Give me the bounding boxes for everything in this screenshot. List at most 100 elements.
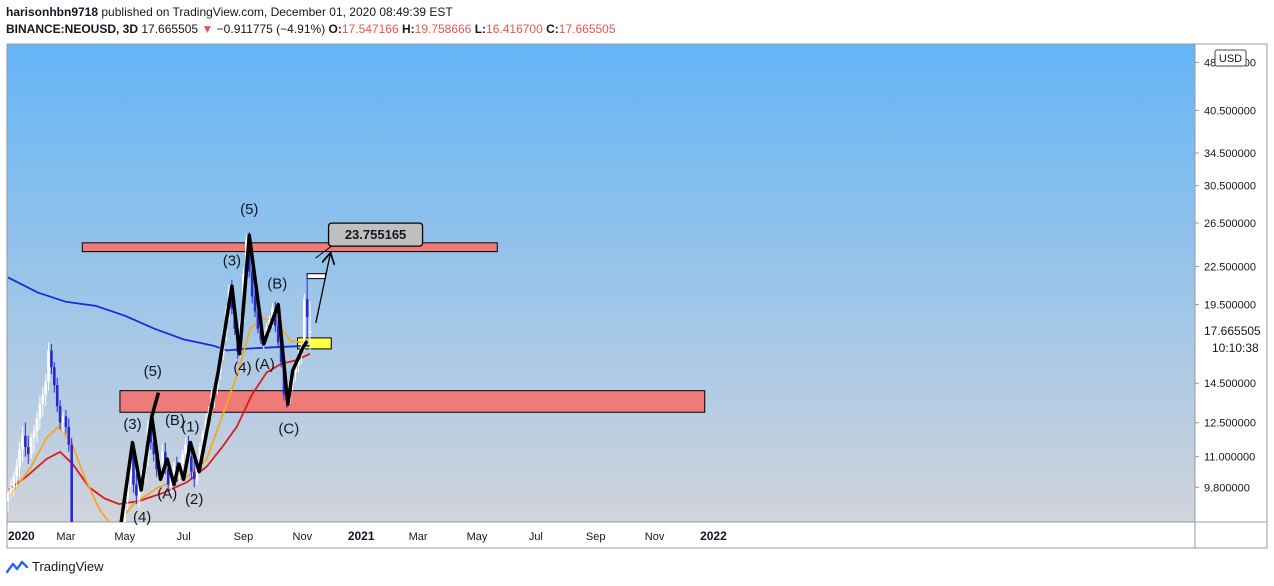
open-label: O: <box>328 22 342 36</box>
candle-body <box>70 444 73 522</box>
price-tick-label: 40.500000 <box>1204 105 1256 117</box>
candle-body <box>123 498 127 522</box>
candle-body <box>32 431 36 438</box>
candle-body <box>35 418 39 432</box>
ma-line-red <box>7 352 311 506</box>
candle-body <box>26 447 30 455</box>
candle-body <box>24 435 27 448</box>
brand-name: TradingView <box>32 559 104 574</box>
time-tick-label: Jul <box>177 531 191 543</box>
low-label: L: <box>474 22 487 36</box>
candle-body <box>15 466 18 477</box>
wave-label: (5) <box>144 363 162 380</box>
candle-body <box>61 416 65 423</box>
projection-arrow <box>315 254 330 323</box>
wave-label: (A) <box>157 485 177 502</box>
price-axis-background <box>1195 44 1267 522</box>
price-tick-label: 9.800000 <box>1204 482 1250 494</box>
high-value: 19.758666 <box>414 22 472 36</box>
candle-body <box>294 365 297 373</box>
candle-body <box>12 476 16 488</box>
current-price-label: 17.665505 <box>1204 324 1261 338</box>
change-value: −0.911775 (−4.91%) <box>216 22 326 36</box>
zone-zone-1 <box>119 390 706 413</box>
time-tick-label: Mar <box>56 531 75 543</box>
wave-label: (2) <box>185 491 203 508</box>
time-tick-label: Sep <box>586 531 606 543</box>
wave-label: (4) <box>233 359 251 376</box>
wave-label: (C) <box>278 421 299 438</box>
callout-text: 23.755165 <box>345 227 406 242</box>
time-tick-label: Jul <box>529 531 543 543</box>
candle-body <box>195 463 199 480</box>
price-tick-label: 19.500000 <box>1204 300 1256 312</box>
candle-body <box>41 394 45 405</box>
candle-body <box>305 299 309 318</box>
candle-body <box>271 308 274 320</box>
candle-body <box>132 454 135 485</box>
candle-body <box>38 404 42 419</box>
price-tick-label: 26.500000 <box>1204 218 1256 230</box>
wave-label: (3) <box>123 416 141 433</box>
time-tick-label: May <box>114 531 135 543</box>
candle-body <box>256 311 260 329</box>
publish-text: published on TradingView.com, December 0… <box>101 5 453 19</box>
candle-body <box>253 296 257 312</box>
elliott-wave-path <box>119 233 309 522</box>
candle-body <box>204 420 208 434</box>
time-tick-label: Nov <box>645 531 665 543</box>
candle-body <box>198 447 202 464</box>
time-tick-label: 2021 <box>348 529 375 543</box>
candle-body <box>276 325 280 343</box>
currency-badge <box>1214 49 1247 67</box>
wave-label: (3) <box>223 252 241 269</box>
price-tick-label: 22.500000 <box>1204 262 1256 274</box>
high-label: H: <box>401 22 415 36</box>
candle-body <box>50 350 53 368</box>
price-tick-label: 30.500000 <box>1204 181 1256 193</box>
wave-label: (5) <box>240 201 258 218</box>
candle-body <box>181 454 184 464</box>
annotation-layer: 23.755165(5)(3)(B)(4) (A)(C)(5)(3) (B)(1)(… <box>123 201 424 526</box>
time-tick-label: May <box>467 531 488 543</box>
callout-pointer <box>315 245 332 259</box>
current-price-badge <box>1196 321 1266 358</box>
candle-body <box>135 484 138 496</box>
time-axis[interactable]: 2020 Mar May Jul Sep Nov 2021 Mar May Jul Sep Nov 20… <box>8 529 727 543</box>
time-tick-label: Sep <box>234 531 254 543</box>
symbol-label: BINANCE:NEOUSD, 3D <box>6 22 139 36</box>
open-value: 17.547166 <box>341 22 399 36</box>
candle-body <box>201 433 205 448</box>
candle-body <box>265 327 268 334</box>
callout-box <box>327 222 424 247</box>
candle-body <box>7 492 10 502</box>
candle-body <box>192 471 196 480</box>
candle-body <box>47 350 50 382</box>
candle-body <box>29 437 33 455</box>
elliott-wave-extension <box>150 392 161 417</box>
time-tick-label: 2022 <box>700 529 727 543</box>
zone-white-3 <box>306 273 326 280</box>
last-price: 17.665505 <box>141 22 199 36</box>
price-axis[interactable]: 48.50000040.50000034.50000030.50000026.5… <box>1195 49 1266 494</box>
zone-highlight-2 <box>297 337 332 350</box>
author-name: harisonhbn9718 <box>6 5 99 19</box>
candle-body <box>169 476 173 485</box>
tradingview-logo-icon <box>6 560 28 573</box>
candle-body <box>250 271 254 297</box>
candle-body <box>308 330 312 333</box>
candle-body <box>190 456 193 472</box>
plot-area <box>7 232 706 522</box>
wave-label: (B) <box>165 412 185 429</box>
candle-body <box>137 484 141 496</box>
footer-brand[interactable]: TradingView <box>6 559 104 574</box>
close-label: C: <box>546 22 559 36</box>
wave-label: (A) <box>255 356 275 373</box>
candle-body <box>161 451 164 462</box>
candle-body <box>184 444 187 455</box>
candle-body <box>152 442 156 455</box>
countdown-label: 10:10:38 <box>1212 341 1259 355</box>
wave-label: (B) <box>267 276 287 293</box>
price-tick-label: 34.500000 <box>1204 148 1256 160</box>
